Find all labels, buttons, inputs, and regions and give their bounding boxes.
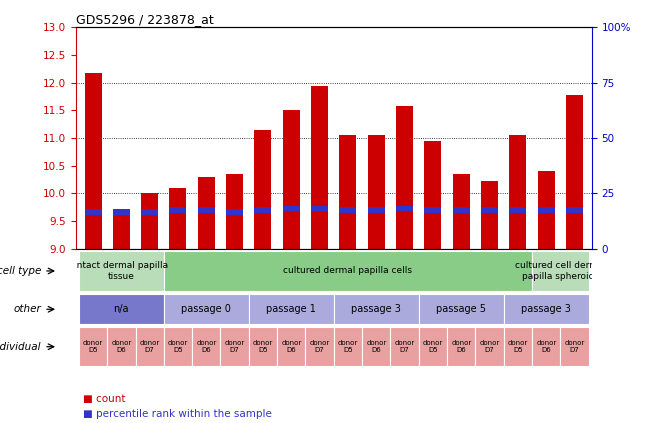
Bar — [283, 206, 300, 211]
Bar — [538, 171, 555, 249]
Bar — [532, 250, 589, 291]
Bar — [79, 250, 164, 291]
Bar — [368, 135, 385, 249]
Text: donor
D5: donor D5 — [508, 340, 528, 353]
Text: donor
D5: donor D5 — [168, 340, 188, 353]
Text: passage 5: passage 5 — [436, 304, 486, 314]
Bar — [340, 135, 356, 249]
Bar — [85, 73, 102, 249]
Bar — [532, 327, 561, 366]
Text: donor
D5: donor D5 — [83, 340, 103, 353]
Bar — [566, 95, 583, 249]
Bar — [566, 207, 583, 213]
Bar — [311, 206, 328, 211]
Bar — [277, 327, 305, 366]
Bar — [504, 294, 589, 324]
Text: cultured dermal papilla cells: cultured dermal papilla cells — [284, 266, 412, 275]
Bar — [561, 327, 589, 366]
Text: ■ percentile rank within the sample: ■ percentile rank within the sample — [83, 409, 272, 419]
Bar — [169, 188, 186, 249]
Text: donor
D6: donor D6 — [366, 340, 387, 353]
Bar — [107, 327, 136, 366]
Bar — [198, 177, 215, 249]
Text: other: other — [13, 304, 41, 314]
Bar — [510, 207, 526, 213]
Text: passage 0: passage 0 — [181, 304, 231, 314]
Bar — [305, 327, 334, 366]
Bar — [510, 135, 526, 249]
Text: passage 1: passage 1 — [266, 304, 316, 314]
Text: donor
D6: donor D6 — [451, 340, 471, 353]
Bar — [311, 85, 328, 249]
Bar — [169, 207, 186, 213]
Text: donor
D7: donor D7 — [225, 340, 245, 353]
Bar — [79, 294, 164, 324]
Text: donor
D7: donor D7 — [139, 340, 160, 353]
Text: donor
D7: donor D7 — [309, 340, 330, 353]
Bar — [453, 174, 470, 249]
Bar — [396, 106, 413, 249]
Text: donor
D6: donor D6 — [281, 340, 301, 353]
Bar — [249, 294, 334, 324]
Bar — [334, 294, 419, 324]
Bar — [334, 327, 362, 366]
Text: passage 3: passage 3 — [352, 304, 401, 314]
Bar — [79, 327, 107, 366]
Text: GDS5296 / 223878_at: GDS5296 / 223878_at — [76, 14, 214, 26]
Bar — [192, 327, 221, 366]
Bar — [538, 207, 555, 213]
Bar — [198, 207, 215, 213]
Bar — [254, 207, 272, 213]
Bar — [340, 207, 356, 213]
Bar — [141, 209, 158, 214]
Bar — [475, 327, 504, 366]
Bar — [221, 327, 249, 366]
Bar — [481, 181, 498, 249]
Text: donor
D7: donor D7 — [479, 340, 500, 353]
Bar — [113, 214, 130, 249]
Text: ■ count: ■ count — [83, 394, 125, 404]
Bar — [136, 327, 164, 366]
Bar — [164, 250, 532, 291]
Bar — [396, 206, 413, 211]
Text: donor
D6: donor D6 — [536, 340, 557, 353]
Bar — [504, 327, 532, 366]
Text: donor
D5: donor D5 — [423, 340, 443, 353]
Text: donor
D6: donor D6 — [196, 340, 216, 353]
Bar — [254, 130, 272, 249]
Bar — [164, 294, 249, 324]
Text: n/a: n/a — [114, 304, 129, 314]
Bar — [164, 327, 192, 366]
Text: donor
D5: donor D5 — [253, 340, 273, 353]
Bar — [362, 327, 391, 366]
Text: individual: individual — [0, 342, 41, 352]
Bar — [424, 207, 442, 213]
Bar — [419, 327, 447, 366]
Bar — [283, 110, 300, 249]
Text: donor
D7: donor D7 — [395, 340, 414, 353]
Bar — [447, 327, 475, 366]
Text: cell type: cell type — [0, 266, 41, 276]
Text: passage 3: passage 3 — [522, 304, 571, 314]
Bar — [481, 207, 498, 213]
Bar — [424, 141, 442, 249]
Text: cultured cell dermal
papilla spheroids: cultured cell dermal papilla spheroids — [515, 261, 606, 281]
Text: donor
D5: donor D5 — [338, 340, 358, 353]
Bar — [419, 294, 504, 324]
Bar — [226, 209, 243, 214]
Text: intact dermal papilla
tissue: intact dermal papilla tissue — [74, 261, 169, 281]
Bar — [368, 207, 385, 213]
Bar — [141, 193, 158, 249]
Text: donor
D6: donor D6 — [111, 340, 132, 353]
Bar — [113, 209, 130, 214]
Bar — [226, 174, 243, 249]
Bar — [249, 327, 277, 366]
Bar — [391, 327, 419, 366]
Text: donor
D7: donor D7 — [564, 340, 585, 353]
Bar — [85, 209, 102, 214]
Bar — [453, 207, 470, 213]
